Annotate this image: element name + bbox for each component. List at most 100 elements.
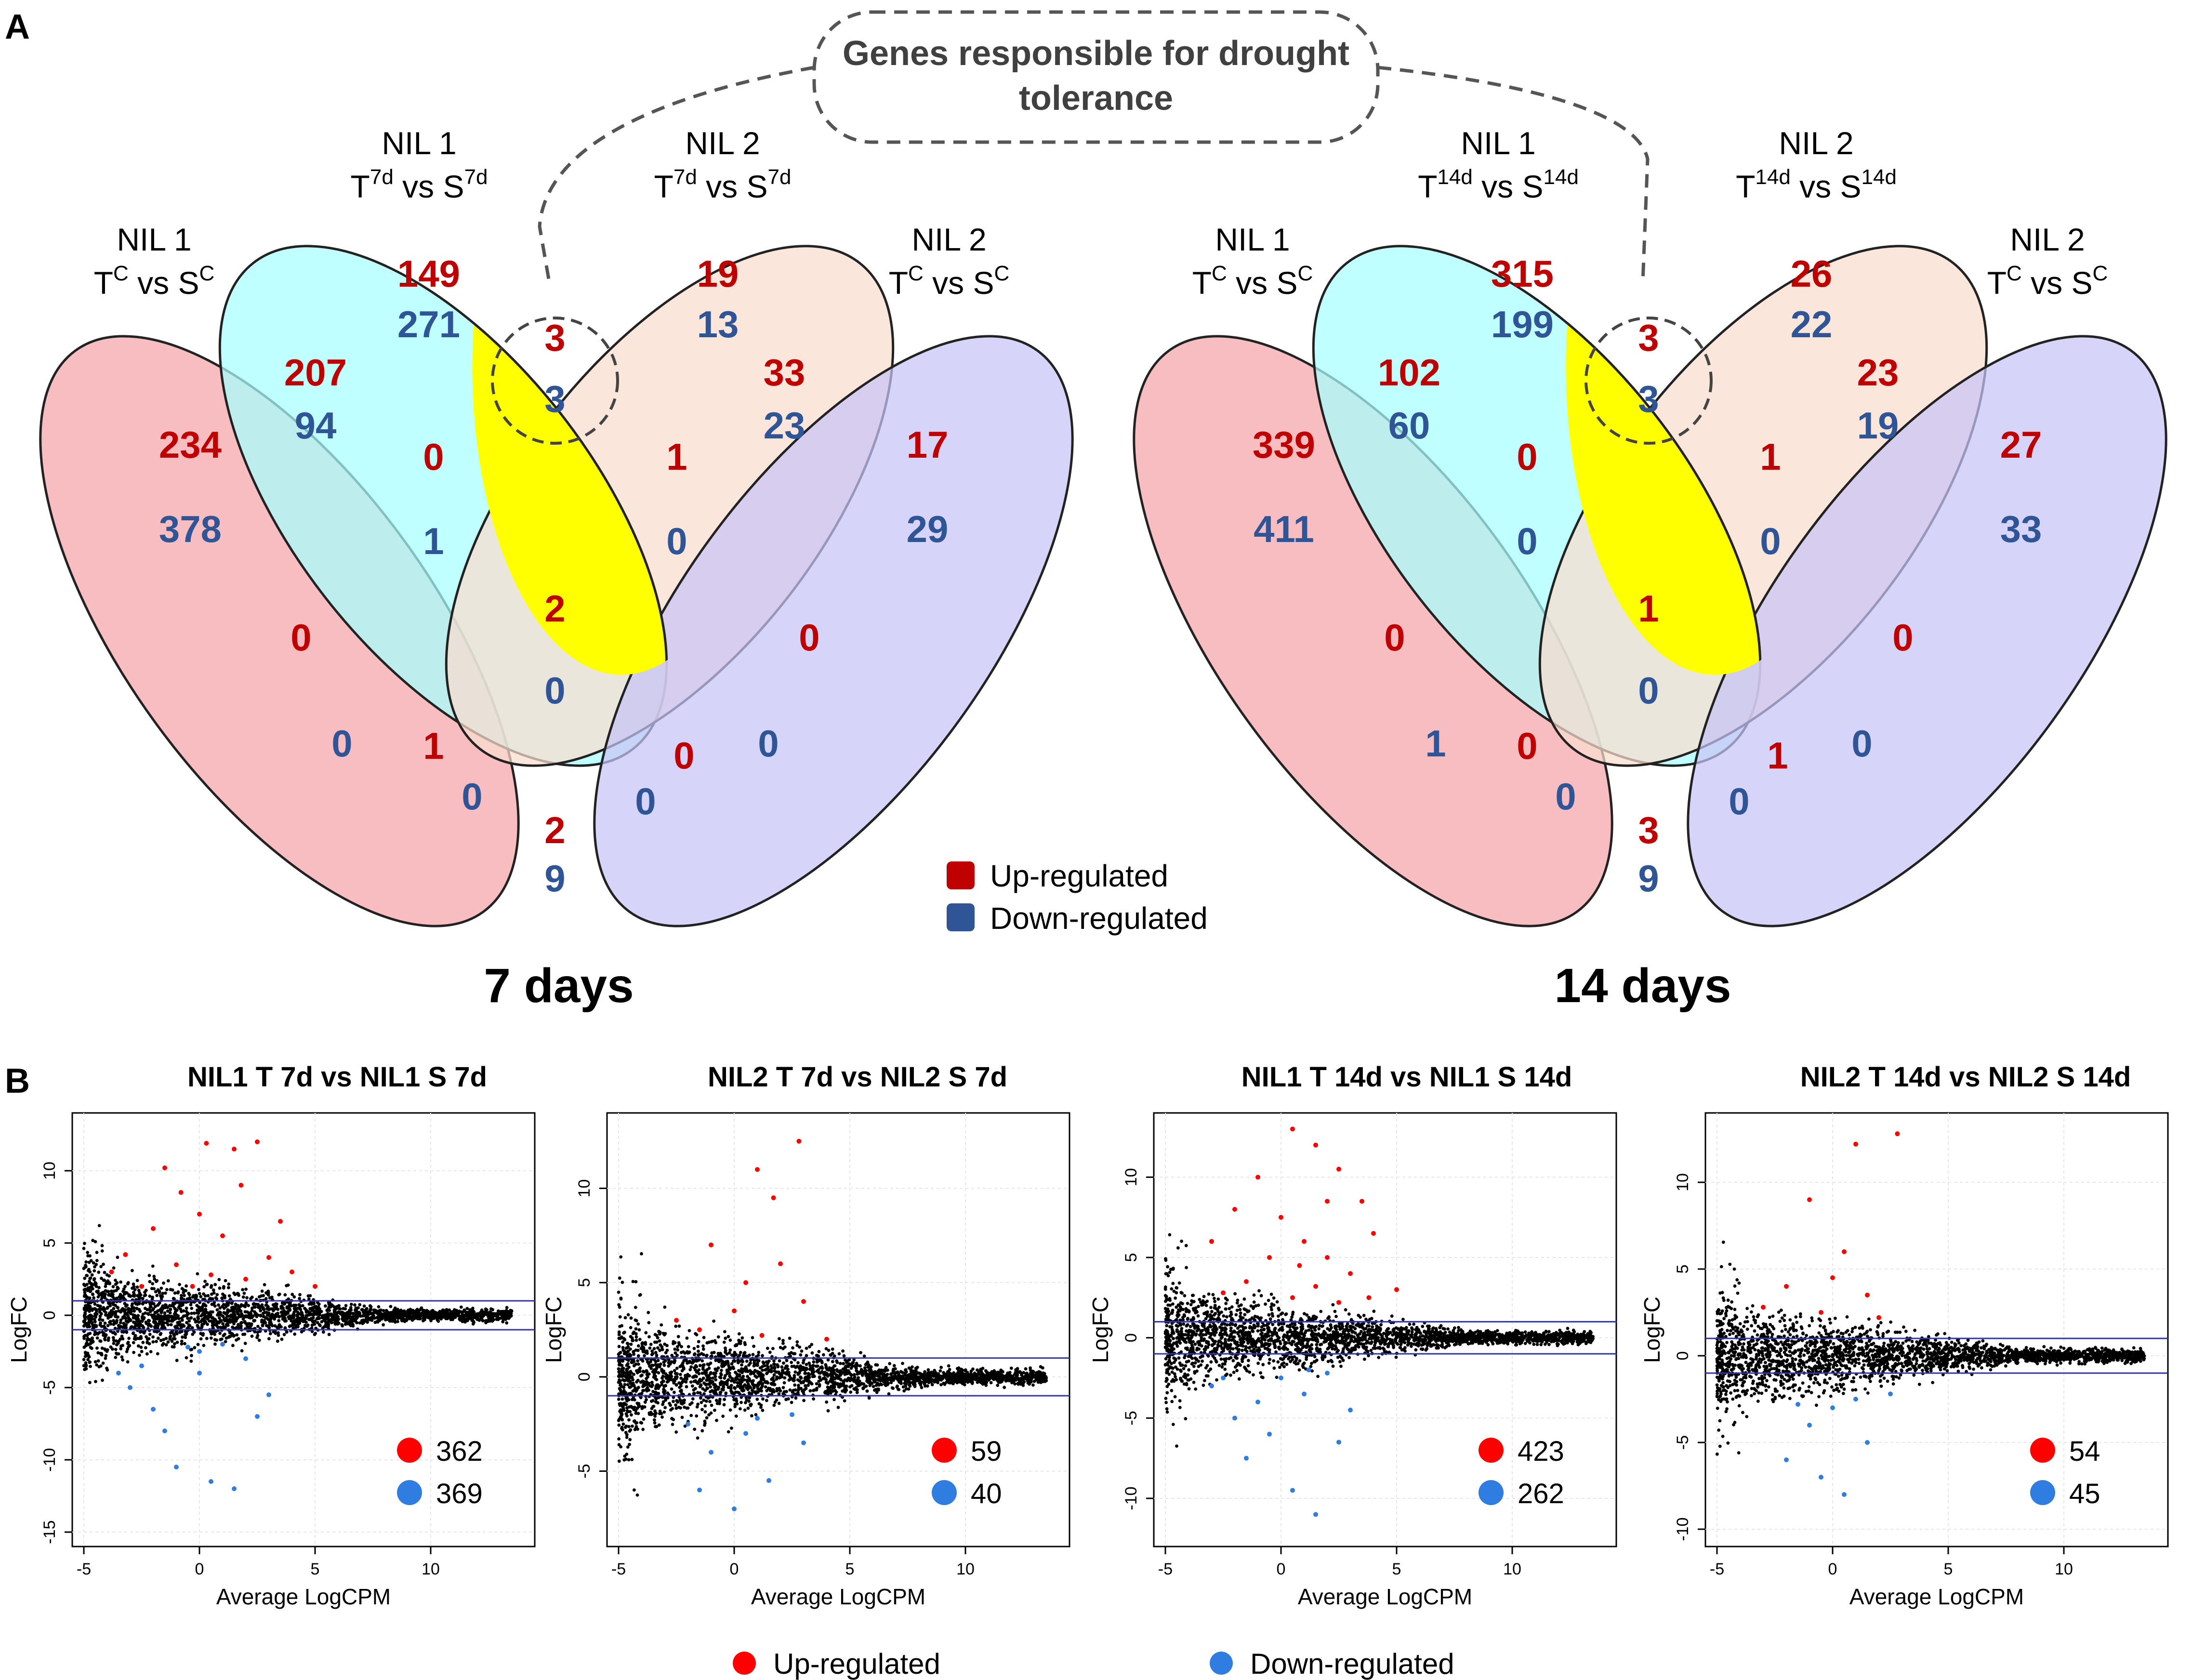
- down-point: [232, 1486, 237, 1491]
- ma-plot-point: [227, 1286, 230, 1290]
- ma-plot-point: [137, 1288, 141, 1292]
- ma-plot-point: [654, 1400, 658, 1404]
- ma-plot-point: [271, 1315, 275, 1319]
- ma-plot-point: [111, 1295, 115, 1299]
- venn-only3-up-count: 19: [697, 252, 739, 295]
- ma-plot-point: [92, 1307, 96, 1311]
- ma-plot-point: [810, 1382, 814, 1386]
- venn-r23-down-count: 3: [1638, 378, 1659, 420]
- ma-plot-point: [801, 1361, 805, 1365]
- ma-plot-point: [696, 1345, 700, 1349]
- ma-plot-point: [462, 1320, 466, 1323]
- ma-plot-point: [455, 1312, 458, 1316]
- ma-plot-point: [328, 1309, 331, 1312]
- ma-plot-point: [965, 1371, 969, 1375]
- ma-plot-point: [880, 1369, 883, 1373]
- ma-plot-point: [171, 1345, 174, 1349]
- ma-plot-point: [112, 1266, 116, 1270]
- ma-plot-point: [799, 1353, 803, 1357]
- ma-plot-point: [115, 1296, 119, 1300]
- ma-plot-point: [177, 1306, 181, 1310]
- ma-plot-point: [190, 1354, 193, 1358]
- ma-plot-point: [292, 1307, 296, 1310]
- ma-plot-point: [313, 1319, 317, 1323]
- ma-plot-point: [203, 1303, 206, 1307]
- ma-plot-point: [854, 1388, 857, 1391]
- ma-plot-point: [169, 1331, 172, 1335]
- ma-plot-point: [193, 1346, 197, 1349]
- ma-plot-point: [825, 1400, 829, 1404]
- ma-plot-point: [479, 1316, 483, 1320]
- ma-plot-point: [249, 1324, 252, 1328]
- ma-plot-point: [810, 1351, 814, 1355]
- ma-plot-point: [327, 1313, 330, 1317]
- ma-plot-point: [489, 1314, 492, 1318]
- ma-plot-point: [115, 1319, 119, 1323]
- ma-plot-point: [826, 1381, 830, 1385]
- ma-plot-point: [653, 1425, 657, 1429]
- ma-plot-point: [280, 1304, 284, 1308]
- ma-plot-point: [647, 1310, 650, 1314]
- ma-plot-point: [237, 1292, 240, 1296]
- ma-plot-point: [96, 1351, 100, 1355]
- ma-plot-point: [831, 1360, 834, 1363]
- ma-plot-point: [1029, 1368, 1032, 1372]
- ma-plot-point: [177, 1323, 181, 1327]
- panel-label-a: A: [5, 8, 30, 46]
- ma-plot-point: [110, 1311, 114, 1315]
- ma-plot-point: [628, 1442, 631, 1446]
- ma-plot-point: [795, 1340, 799, 1344]
- ma-plot-point: [222, 1325, 226, 1329]
- down-point: [243, 1356, 248, 1361]
- ma-plot-point: [677, 1324, 681, 1328]
- ma-plot-point: [926, 1368, 930, 1372]
- venn-highlight-overlap: [1566, 245, 1762, 675]
- ma-plot-point: [626, 1342, 630, 1346]
- ma-plot-point: [360, 1319, 364, 1323]
- ma-plot-point: [323, 1317, 327, 1320]
- ma-plot-y-tick-label: 0: [40, 1311, 59, 1320]
- ma-plot-y-tick-label: -15: [40, 1520, 59, 1544]
- ma-plot-point: [1024, 1367, 1028, 1371]
- ma-plot-point: [464, 1318, 468, 1322]
- ma-plot-x-tick-label: 10: [422, 1560, 440, 1578]
- venn-dashed-circle: [491, 317, 619, 445]
- ma-plot-point: [175, 1359, 179, 1363]
- ma-plot-point: [641, 1428, 645, 1431]
- ma-plot-point: [634, 1318, 637, 1322]
- ma-plot-point: [391, 1315, 395, 1319]
- ma-plot-point: [183, 1342, 186, 1346]
- ma-plot-point: [227, 1294, 231, 1298]
- ma-plot-point: [155, 1279, 159, 1283]
- ma-plot-point: [411, 1314, 414, 1318]
- ma-plot-point: [119, 1324, 123, 1328]
- ma-plot-point: [215, 1308, 219, 1312]
- ma-plot-point: [943, 1383, 947, 1386]
- ma-plot-point: [720, 1388, 724, 1391]
- venn-r13-up-count: 0: [291, 616, 311, 659]
- ma-plot-point: [751, 1381, 754, 1385]
- up-point: [278, 1219, 283, 1224]
- venn-r24-up-count: 0: [1892, 616, 1913, 659]
- ma-plot-point: [90, 1282, 93, 1285]
- ma-plot-point: [620, 1414, 623, 1418]
- ma-plot-point: [121, 1315, 125, 1319]
- ma-plot-point: [292, 1312, 295, 1316]
- ma-plot-point: [343, 1318, 346, 1321]
- ma-plot-point: [349, 1324, 353, 1327]
- ma-plot-point: [329, 1305, 332, 1309]
- ma-plot-point: [739, 1407, 742, 1411]
- ma-plot-point: [324, 1325, 328, 1328]
- ma-plot-point: [764, 1385, 767, 1389]
- ma-plot-point: [307, 1302, 311, 1306]
- ma-plot-point: [284, 1319, 288, 1323]
- ma-plot-point: [147, 1337, 151, 1341]
- ma-plot-point: [660, 1348, 664, 1351]
- ma-plot-point: [420, 1306, 423, 1310]
- ma-plot-point: [127, 1309, 131, 1312]
- ma-plot-point: [210, 1316, 214, 1320]
- ma-plot-point: [812, 1397, 815, 1401]
- ma-plot-point: [903, 1371, 907, 1375]
- ma-plot-point: [726, 1430, 730, 1434]
- ma-plot-point: [112, 1331, 116, 1335]
